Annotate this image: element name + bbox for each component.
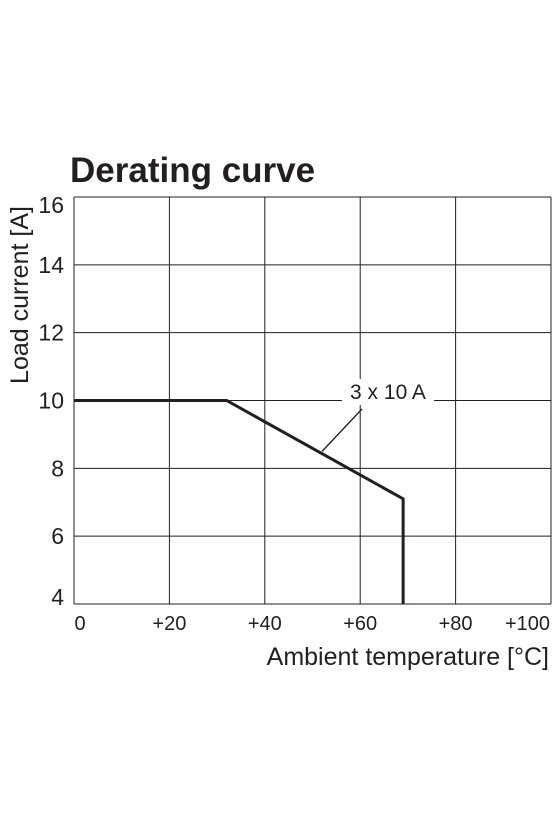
- annotation-label-background: [342, 379, 434, 405]
- x-axis-label: Ambient temperature [°C]: [267, 643, 549, 671]
- y-tick-label: 8: [51, 455, 64, 481]
- y-tick-label: 16: [38, 192, 64, 218]
- annotation-label: 3 x 10 A: [350, 381, 426, 404]
- x-tick-label: 0: [74, 613, 85, 635]
- chart-title: Derating curve: [70, 151, 315, 190]
- annotation-leader-line: [321, 408, 363, 452]
- chart-annotations: 3 x 10 A: [321, 379, 434, 452]
- x-tick-label: +80: [439, 613, 473, 635]
- y-tick-label: 4: [51, 584, 64, 610]
- y-axis-label: Load current [A]: [6, 206, 34, 384]
- y-tick-label: 6: [51, 523, 64, 549]
- y-tick-label: 10: [38, 388, 64, 414]
- x-tick-label: +100: [505, 613, 550, 635]
- y-tick-label: 12: [38, 320, 64, 346]
- x-tick-label: +60: [343, 613, 377, 635]
- y-tick-label: 14: [38, 252, 64, 278]
- x-tick-label: +40: [248, 613, 282, 635]
- chart-grid: [73, 196, 552, 605]
- chart-tick-labels: 0 +20 +40 +60 +80 +100 4 6 8 10 12 14 16: [38, 192, 550, 635]
- x-tick-label: +20: [152, 613, 186, 635]
- series-line: [74, 399, 405, 604]
- chart-series: [74, 399, 405, 604]
